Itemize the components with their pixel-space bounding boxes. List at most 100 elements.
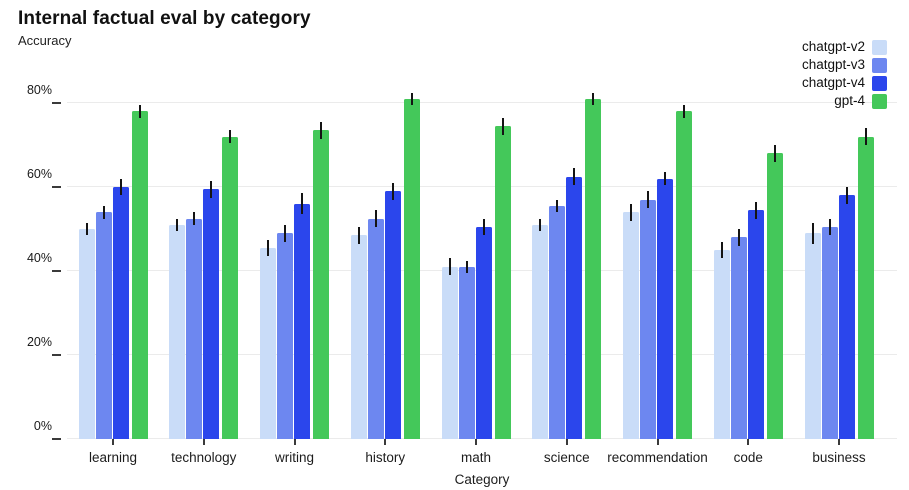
y-axis-tick (52, 269, 61, 272)
bar-gpt-4-science[interactable] (585, 92, 602, 439)
bar-chatgpt-v3-learning[interactable] (95, 205, 112, 439)
error-bar (320, 121, 322, 139)
x-axis-label-learning: learning (88, 450, 138, 465)
bar-group-business (804, 62, 874, 439)
bar-chatgpt-v2-recommendation[interactable] (623, 203, 639, 439)
x-axis-label-recommendation: recommendation (607, 450, 708, 465)
bar-gpt-4-writing[interactable] (313, 121, 329, 439)
bar-chatgpt-v3-history[interactable] (367, 210, 384, 439)
error-bar (465, 260, 468, 274)
legend-swatch-icon (872, 39, 887, 55)
bar-chatgpt-v3-business[interactable] (821, 218, 838, 439)
error-bar (229, 130, 232, 143)
x-axis-tick (293, 439, 296, 445)
bar-chatgpt-v2-technology[interactable] (169, 218, 186, 439)
gridline-80 (67, 102, 897, 103)
error-bar (773, 145, 776, 162)
bar-chatgpt-v3-recommendation[interactable] (640, 191, 656, 439)
error-bar (119, 178, 122, 196)
bar-chatgpt-v3-technology[interactable] (186, 212, 203, 439)
error-bar (357, 226, 360, 244)
bar-group-science (532, 62, 602, 439)
x-axis-label-history: history (365, 450, 406, 465)
legend-item-chatgpt-v2[interactable]: chatgpt-v2 (802, 39, 887, 55)
bar-chatgpt-v4-history[interactable] (384, 182, 401, 439)
error-bar (374, 210, 377, 227)
x-axis-label-writing: writing (274, 450, 315, 465)
x-axis-tick (838, 439, 840, 445)
x-axis-label-math: math (460, 450, 492, 465)
x-axis-tick (565, 439, 568, 445)
error-bar (482, 218, 485, 236)
error-bar (720, 241, 723, 259)
y-axis-tick-label: 0% (33, 419, 52, 433)
legend-item-chatgpt-v4[interactable]: chatgpt-v4 (802, 75, 887, 91)
chart-title: Internal factual eval by category (18, 8, 311, 29)
legend-swatch-icon (872, 93, 887, 109)
bar-chatgpt-v4-technology[interactable] (203, 180, 220, 439)
bar-group-recommendation (623, 62, 692, 439)
error-bar (176, 218, 179, 232)
x-axis-label-science: science (543, 450, 590, 465)
bar-chatgpt-v2-history[interactable] (350, 226, 367, 439)
bar-group-writing (260, 62, 329, 439)
bar-group-history (350, 62, 420, 439)
error-bar (448, 258, 451, 276)
bar-group-math (441, 62, 511, 439)
x-axis-label-technology: technology (171, 450, 237, 465)
bar-chatgpt-v3-science[interactable] (549, 199, 566, 439)
bar-chatgpt-v2-learning[interactable] (78, 222, 95, 439)
bar-chatgpt-v2-math[interactable] (441, 258, 458, 439)
bar-gpt-4-learning[interactable] (131, 105, 148, 439)
gridline-60 (67, 186, 897, 187)
bar-chatgpt-v4-code[interactable] (747, 201, 764, 439)
x-axis-tick (112, 439, 114, 445)
error-bar (501, 117, 504, 135)
x-axis-tick (202, 439, 205, 445)
bar-chatgpt-v4-business[interactable] (838, 187, 855, 439)
bar-group-learning (78, 62, 148, 439)
bar-chatgpt-v3-writing[interactable] (277, 224, 293, 439)
error-bar (102, 205, 105, 219)
plot-area: Category 0% 20% 40% 60% 80% learning technolog… (27, 62, 897, 487)
bar-gpt-4-business[interactable] (857, 128, 874, 439)
bar-chatgpt-v2-writing[interactable] (260, 239, 276, 439)
error-bar (864, 128, 867, 146)
error-bar (193, 212, 196, 225)
bar-chatgpt-v2-code[interactable] (713, 241, 730, 439)
bar-gpt-4-history[interactable] (403, 92, 420, 439)
error-bar (267, 239, 269, 257)
bar-gpt-4-technology[interactable] (222, 130, 239, 439)
legend: chatgpt-v2 chatgpt-v3 chatgpt-v4 gpt-4 (802, 39, 887, 109)
legend-item-gpt-4[interactable]: gpt-4 (802, 93, 887, 109)
legend-item-chatgpt-v3[interactable]: chatgpt-v3 (802, 57, 887, 73)
bar-chatgpt-v4-science[interactable] (566, 168, 583, 439)
legend-swatch-icon (872, 75, 887, 91)
bar-chatgpt-v2-business[interactable] (804, 222, 821, 439)
error-bar (811, 222, 814, 244)
bar-chatgpt-v2-science[interactable] (532, 218, 549, 439)
bar-chatgpt-v3-math[interactable] (458, 260, 475, 439)
error-bar (210, 180, 213, 198)
legend-label: gpt-4 (834, 93, 865, 108)
y-axis-tick (52, 101, 61, 104)
x-axis-label-code: code (733, 450, 763, 465)
error-bar (284, 224, 286, 242)
y-axis-tick (52, 185, 61, 188)
bar-chatgpt-v3-code[interactable] (730, 229, 747, 439)
bar-group-code (713, 62, 783, 439)
error-bar (556, 199, 559, 213)
error-bar (573, 168, 576, 185)
x-axis-title: Category (454, 472, 510, 487)
bar-chatgpt-v4-math[interactable] (475, 218, 492, 439)
bar-chatgpt-v4-learning[interactable] (112, 178, 129, 439)
error-bar (647, 191, 649, 209)
bar-chatgpt-v4-recommendation[interactable] (657, 172, 673, 439)
bar-gpt-4-math[interactable] (494, 117, 511, 439)
legend-swatch-icon (872, 57, 887, 73)
y-axis-tick-label: 20% (26, 335, 52, 349)
bar-gpt-4-code[interactable] (766, 145, 783, 439)
bar-chatgpt-v4-writing[interactable] (294, 193, 310, 439)
y-axis-tick-label: 60% (26, 167, 52, 181)
bar-gpt-4-recommendation[interactable] (676, 105, 692, 439)
